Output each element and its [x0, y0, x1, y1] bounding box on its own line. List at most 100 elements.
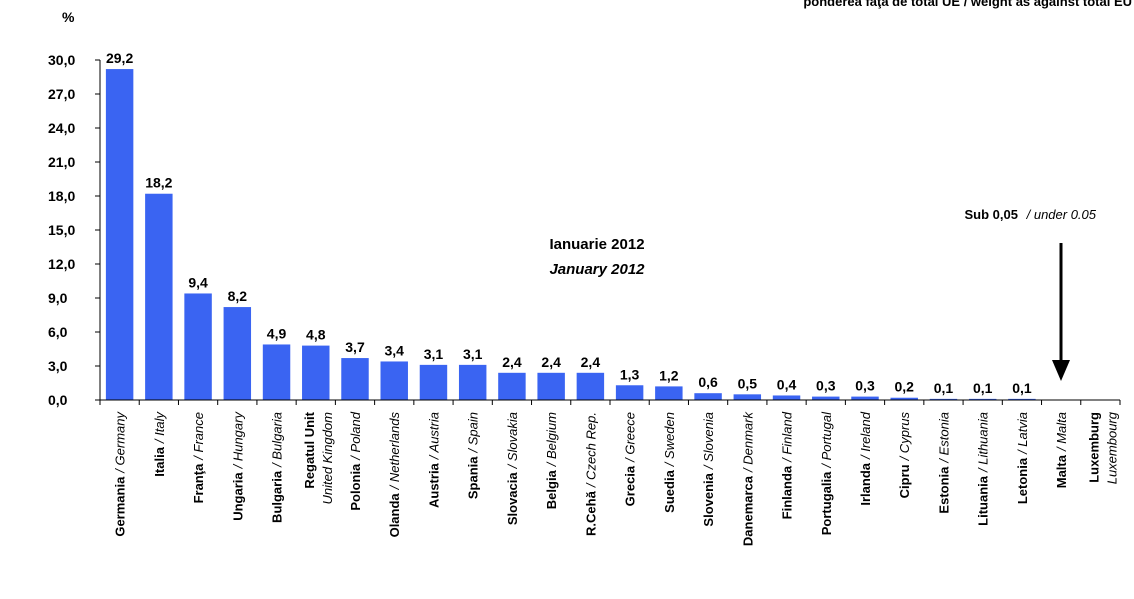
- note-bold: Sub 0,05: [965, 207, 1018, 222]
- category-label-ro: Olanda: [387, 493, 402, 538]
- category-label-ro: Italia: [152, 446, 167, 476]
- category-label: Spania / Spain: [466, 412, 481, 499]
- y-tick-label: 15,0: [48, 222, 75, 238]
- bar-value-label: 0,4: [777, 376, 797, 392]
- bar-value-label: 4,9: [267, 325, 287, 341]
- bar-value-label: 29,2: [106, 50, 133, 66]
- category-label-ro: Luxemburg: [1086, 412, 1101, 483]
- bar: [262, 344, 291, 400]
- category-label-en: / Estonia: [936, 412, 951, 464]
- x-axis: Germania / Germany Italia/ Italy Franţa / Fr…: [99, 399, 1121, 547]
- bar-value-label: 2,4: [581, 354, 601, 370]
- category-label: Regatul Unit United Kingdom: [302, 411, 335, 504]
- category-label: Danemarca / Denmark: [740, 411, 755, 547]
- y-tick-label: 0,0: [48, 392, 68, 408]
- bar: [302, 345, 330, 400]
- bar: [419, 364, 448, 400]
- category-label: Finlanda / Finland: [780, 411, 795, 519]
- category-label-en: / Sweden: [662, 412, 677, 467]
- category-label: Grecia / Greece: [623, 412, 638, 506]
- category-label: Irlanda / Ireland: [858, 411, 873, 505]
- category-label-en: / Austria: [426, 412, 441, 460]
- category-label-ro: Spania: [466, 456, 481, 499]
- bar: [615, 385, 644, 400]
- category-label-ro: R.Cehă: [583, 490, 598, 536]
- category-label-en: / Lithuania: [976, 412, 991, 473]
- bar-value-label: 9,4: [188, 274, 208, 290]
- bar: [184, 293, 212, 400]
- bar: [145, 193, 173, 400]
- category-label: Slovacia / Slovakia: [505, 412, 520, 525]
- bar-value-label: 0,5: [738, 375, 758, 391]
- bar-value-label: 3,7: [345, 339, 365, 355]
- category-label: Franţa / France: [191, 412, 206, 503]
- note-italic: / under 0.05: [1026, 207, 1097, 222]
- category-label-ro: Slovenia: [701, 472, 716, 526]
- y-axis: 0,0 3,0 6,0 9,0 12,0 15,0 18,0 21,0 24,0 27,0 30,0: [48, 52, 101, 408]
- category-label-en: / Finland: [780, 411, 795, 463]
- subtitle-top-right: ponderea faţă de total UE / weight as ag…: [803, 0, 1132, 9]
- category-label: Germania / Germany: [113, 411, 128, 537]
- bar: [498, 372, 526, 400]
- category-label: Portugalia / Portugal: [819, 411, 834, 535]
- category-label-ro: Grecia: [623, 465, 638, 506]
- category-label-ro: Portugalia: [819, 471, 834, 535]
- bar-value-label: 1,2: [659, 367, 679, 383]
- bar-value-label: 0,1: [973, 380, 993, 396]
- bar: [772, 395, 801, 400]
- bar: [655, 386, 683, 400]
- y-tick-label: 27,0: [48, 86, 75, 102]
- bar: [851, 396, 879, 400]
- category-label: Italia/ Italy: [152, 411, 167, 477]
- category-label-ro: Suedia: [662, 469, 677, 512]
- category-label-ro: Ungaria: [230, 472, 245, 521]
- y-tick-label: 30,0: [48, 52, 75, 68]
- bar: [537, 372, 565, 400]
- category-label-en: / Czech Rep.: [583, 412, 598, 488]
- category-label: Estonia / Estonia: [936, 412, 951, 514]
- period-label-ro: Ianuarie 2012: [549, 236, 644, 253]
- y-tick-label: 18,0: [48, 188, 75, 204]
- category-label-en: United Kingdom: [320, 412, 335, 505]
- bar-value-label: 18,2: [145, 175, 172, 191]
- bar: [1008, 398, 1036, 400]
- category-label-ro: Cipru: [897, 464, 912, 498]
- category-label-en: / Cyprus: [897, 412, 912, 462]
- category-label-en: / Belgium: [544, 412, 559, 467]
- category-label-ro: Finlanda: [780, 465, 795, 519]
- category-label-en: / Italy: [152, 411, 167, 445]
- bar-value-label: 0,6: [698, 374, 718, 390]
- category-label-en: / Malta: [1054, 412, 1069, 452]
- category-label-ro: Letonia: [1015, 457, 1030, 504]
- category-label-en: / Poland: [348, 411, 363, 460]
- bar-value-label: 0,1: [934, 380, 954, 396]
- category-label: Bulgaria / Bulgaria: [270, 412, 285, 523]
- bar: [812, 396, 840, 400]
- y-axis-unit: %: [62, 9, 75, 25]
- category-label: Lituania / Lithuania: [976, 412, 991, 526]
- category-label-ro: Bulgaria: [270, 470, 285, 523]
- category-label-en: / Hungary: [230, 411, 245, 470]
- bar: [223, 307, 252, 400]
- category-label: Ungaria / Hungary: [230, 411, 245, 521]
- category-label-en: / Portugal: [819, 411, 834, 469]
- bar-value-label: 2,4: [502, 354, 522, 370]
- category-label-ro: Germania: [113, 476, 128, 537]
- bar-value-label: 8,2: [228, 288, 248, 304]
- category-label-ro: Malta: [1054, 454, 1069, 488]
- category-label-ro: Irlanda: [858, 462, 873, 505]
- category-label-en: / Slovakia: [505, 412, 520, 469]
- bar-value-label: 1,3: [620, 366, 640, 382]
- category-label-en: / Ireland: [858, 411, 873, 460]
- period-label-en: January 2012: [549, 261, 645, 278]
- category-label-ro: Polonia: [348, 463, 363, 511]
- category-label-en: / Spain: [466, 412, 481, 453]
- category-label-en: Luxembourg: [1104, 411, 1119, 484]
- category-label: Cipru / Cyprus: [897, 412, 912, 499]
- category-label: Letonia / Latvia: [1015, 412, 1030, 504]
- category-label: Luxemburg Luxembourg: [1086, 411, 1119, 484]
- bar: [694, 393, 722, 400]
- y-tick-label: 12,0: [48, 256, 75, 272]
- category-label: Belgia / Belgium: [544, 412, 559, 509]
